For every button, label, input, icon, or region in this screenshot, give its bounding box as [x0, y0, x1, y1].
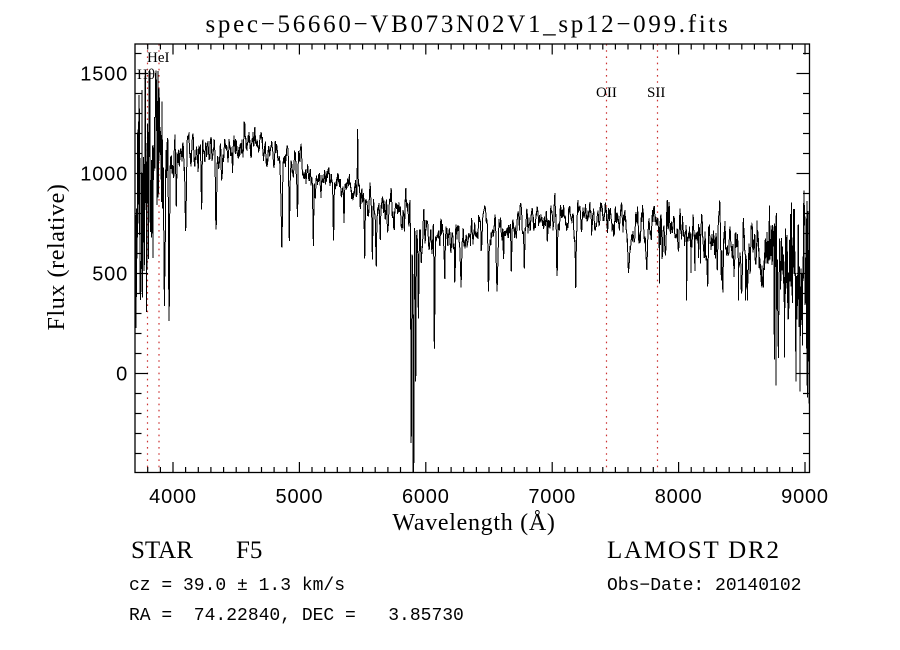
- svg-text:0: 0: [116, 364, 128, 386]
- svg-text:8000: 8000: [655, 486, 703, 508]
- svg-text:Hθ: Hθ: [137, 67, 155, 83]
- svg-text:1000: 1000: [80, 164, 128, 186]
- svg-text:Flux (relative): Flux (relative): [44, 184, 70, 331]
- svg-text:5000: 5000: [276, 486, 324, 508]
- svg-text:6000: 6000: [402, 486, 450, 508]
- svg-text:500: 500: [92, 264, 128, 286]
- svg-text:RA = 74.22840, DEC = 3.8573: RA = 74.22840, DEC = 3.85730: [129, 606, 464, 626]
- svg-text:spec−56660−VB073N02V1_sp12−099: spec−56660−VB073N02V1_sp12−099.fits: [206, 11, 731, 38]
- svg-text:STAR: STAR: [131, 537, 193, 564]
- svg-text:HeI: HeI: [147, 50, 170, 66]
- svg-text:4000: 4000: [149, 486, 197, 508]
- svg-text:LAMOST DR2: LAMOST DR2: [607, 537, 781, 564]
- svg-text:Obs−Date: 20140102: Obs−Date: 20140102: [607, 576, 801, 596]
- svg-text:9000: 9000: [781, 486, 829, 508]
- svg-text:SII: SII: [647, 85, 665, 101]
- svg-text:Wavelength (Å): Wavelength (Å): [392, 510, 555, 536]
- svg-text:7000: 7000: [528, 486, 576, 508]
- svg-text:F5: F5: [236, 537, 262, 564]
- svg-text:cz = 39.0 ± 1.3 km/s: cz = 39.0 ± 1.3 km/s: [129, 576, 345, 596]
- svg-text:OII: OII: [596, 85, 617, 101]
- svg-text:1500: 1500: [80, 64, 128, 86]
